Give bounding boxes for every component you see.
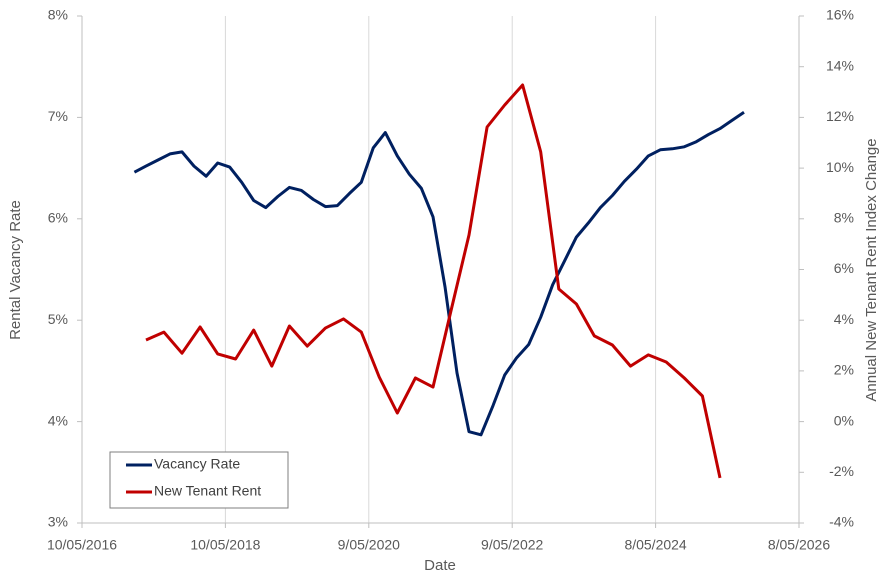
y2-tick-label: 10% (826, 159, 854, 175)
y-tick-label: 5% (48, 311, 68, 327)
legend-label: New Tenant Rent (154, 483, 261, 499)
y-tick-label: 3% (48, 514, 68, 530)
series-line (133, 111, 745, 437)
y2-tick-label: 0% (834, 412, 854, 428)
y2-tick-label: 14% (826, 57, 854, 73)
x-tick-label: 9/05/2022 (481, 537, 543, 553)
y2-tick-label: 2% (834, 362, 854, 378)
legend-box (109, 451, 289, 509)
y2-tick-label: 6% (834, 260, 854, 276)
x-tick-label: 8/05/2024 (624, 537, 686, 553)
y-tick-label: 4% (48, 412, 68, 428)
legend-label: Vacancy Rate (154, 456, 240, 472)
y2-tick-label: 16% (826, 7, 854, 23)
x-tick-label: 9/05/2020 (338, 537, 400, 553)
x-tick-label: 10/05/2016 (47, 537, 117, 553)
x-tick-label: 10/05/2018 (190, 537, 260, 553)
y2-axis-label: Annual New Tenant Rent Index Change (863, 138, 880, 401)
y-tick-label: 7% (48, 108, 68, 124)
y2-tick-label: 4% (834, 311, 854, 327)
y-tick-label: 8% (48, 7, 68, 23)
x-tick-label: 8/05/2026 (768, 537, 830, 553)
series-line (145, 83, 722, 479)
y2-tick-label: 12% (826, 108, 854, 124)
x-axis-label: Date (424, 557, 456, 574)
y-axis-label: Rental Vacancy Rate (7, 200, 24, 340)
y-tick-label: 6% (48, 210, 68, 226)
y2-tick-label: -2% (829, 463, 854, 479)
y2-tick-label: 8% (834, 210, 854, 226)
y2-tick-label: -4% (829, 514, 854, 530)
